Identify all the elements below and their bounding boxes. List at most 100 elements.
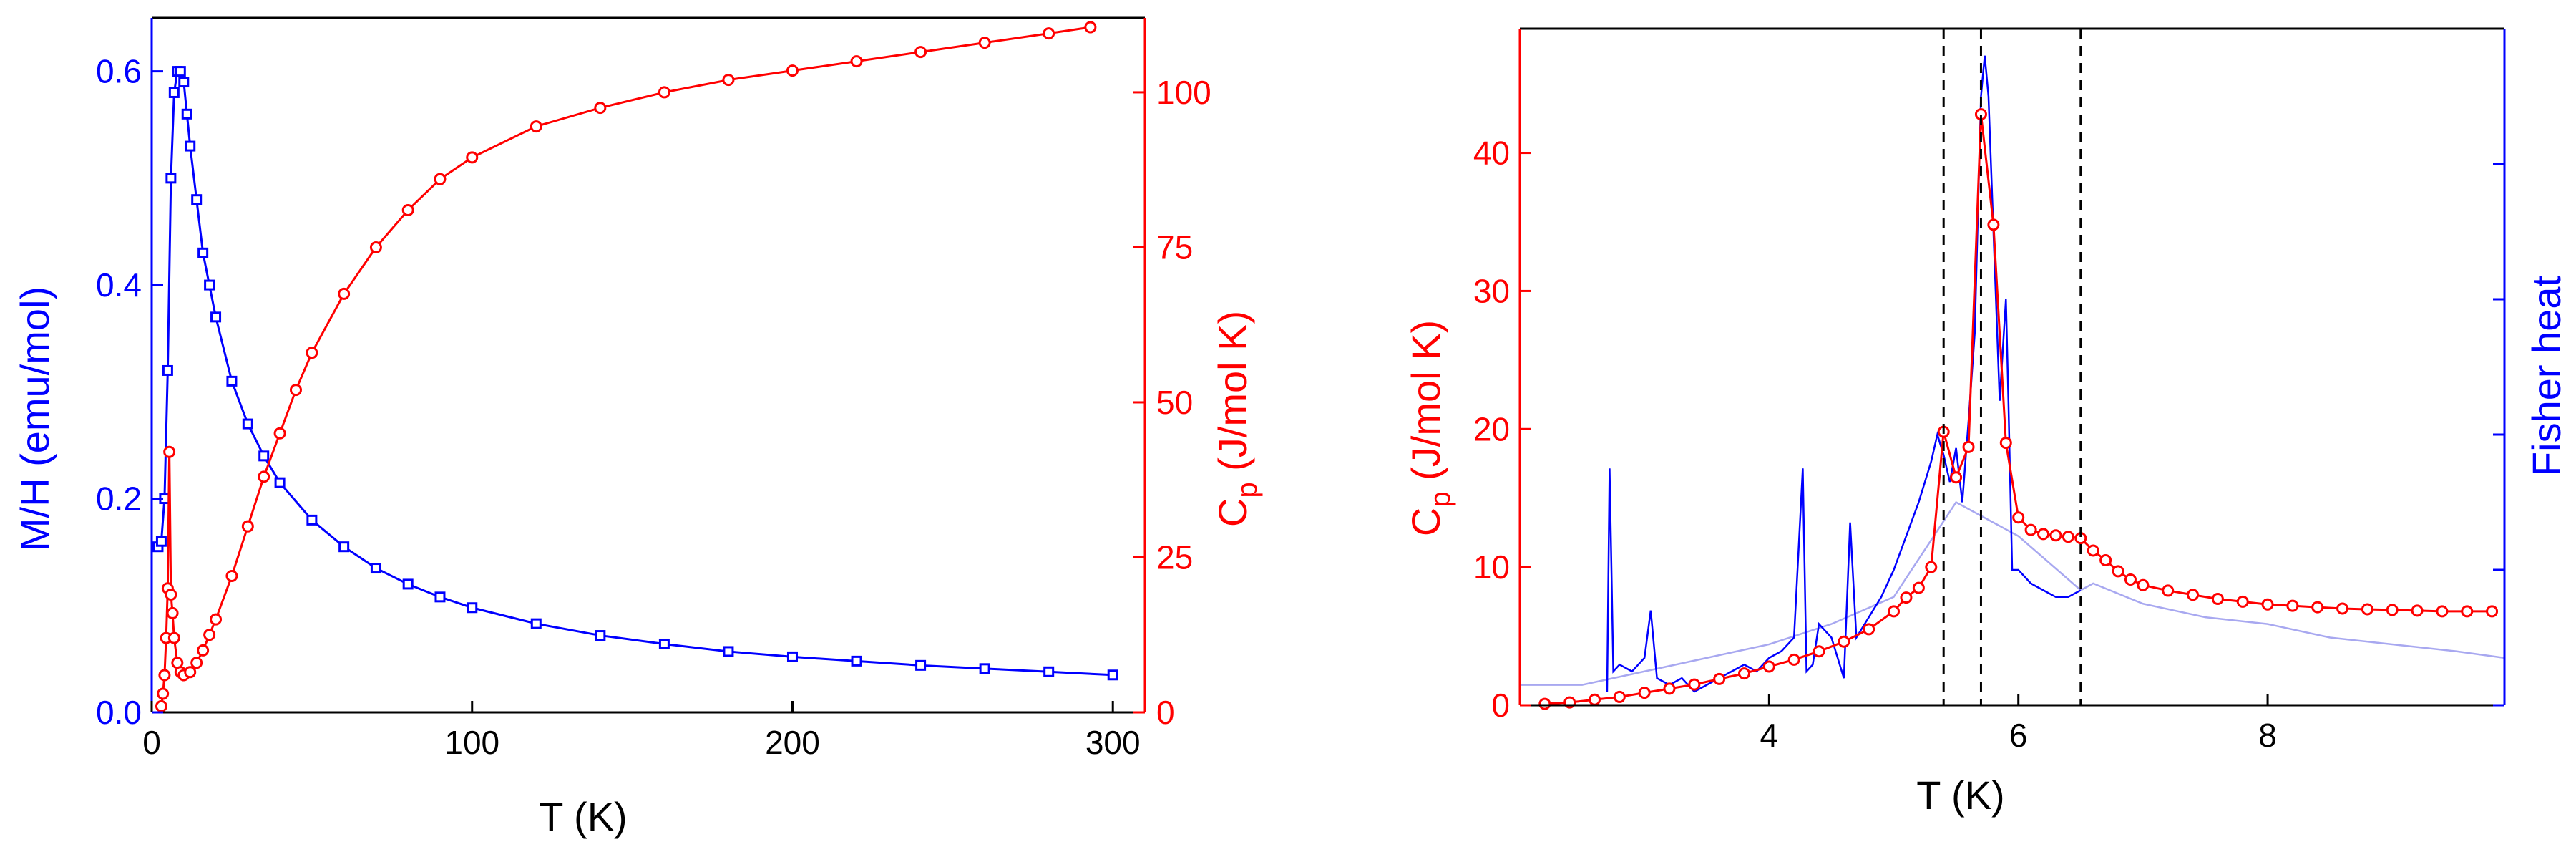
right-chart-heat-capacity-point — [1688, 678, 1701, 691]
left-chart-magnetization-point — [1107, 669, 1118, 681]
left-chart-heat-capacity-point — [258, 470, 270, 483]
left-chart-heat-capacity-point — [466, 151, 479, 164]
left-chart-x-tick-label: 300 — [1085, 724, 1141, 761]
left-chart-magnetization-point — [197, 247, 209, 258]
left-chart-right-y-tick-label: 100 — [1156, 74, 1211, 111]
left-chart-magnetization-point — [338, 541, 350, 553]
right-chart-heat-capacity-point — [2386, 604, 2399, 616]
right-chart-heat-capacity-point — [2461, 605, 2474, 618]
left-chart-heat-capacity-point — [155, 699, 167, 712]
left-chart-x-axis-title: T (K) — [539, 794, 627, 839]
right-chart-heat-capacity-point — [2361, 603, 2373, 616]
right-chart-ticks: 4 6 8 0 10 20 30 40 — [1473, 135, 2504, 754]
right-chart-heat-capacity-point — [1962, 440, 1975, 453]
left-chart-right-axis-title-main: C — [1210, 498, 1255, 527]
left-chart-magnetization-point — [851, 655, 862, 667]
left-chart-heat-capacity-point — [241, 520, 254, 533]
left-chart-heat-capacity-point — [197, 644, 210, 657]
left-chart-heat-capacity-point — [850, 55, 863, 68]
left-chart-right-y-tick-label: 25 — [1156, 538, 1193, 576]
left-chart-heat-capacity-point — [225, 569, 238, 582]
left-chart-series-line-0 — [157, 70, 1113, 677]
left-chart-left-y-tick-label: 0.2 — [96, 480, 142, 518]
right-chart-axes — [1518, 27, 2506, 707]
right-chart-heat-capacity-point — [1638, 687, 1651, 699]
left-chart-heat-capacity-point — [594, 102, 607, 115]
left-chart-axes — [150, 16, 1146, 714]
right-chart-x-tick-label: 6 — [2009, 717, 2028, 754]
left-chart-magnetization-point — [204, 279, 215, 291]
left-chart-magnetization-point — [191, 194, 203, 205]
left-chart-right-axis-title-rest: (J/mol K) — [1210, 311, 1255, 483]
right-chart-left-y-tick-label: 20 — [1473, 410, 1510, 447]
right-chart-heat-capacity-point — [2261, 598, 2274, 611]
right-chart-heat-capacity-point — [2024, 523, 2037, 536]
right-chart-heat-capacity-point — [1950, 471, 1963, 484]
left-chart-magnetization-point — [242, 418, 253, 430]
left-chart-magnetization-point — [467, 602, 478, 614]
right-chart-series-line-0 — [1544, 114, 2492, 705]
right-chart-heat-capacity-point — [2486, 605, 2499, 618]
left-chart-magnetization-point — [226, 375, 238, 387]
right-chart-heat-capacity-point — [1762, 660, 1775, 673]
left-chart-magnetization-point — [370, 563, 381, 574]
right-chart-heat-capacity-point — [2037, 528, 2050, 541]
right-chart-heat-capacity-point — [1987, 218, 2000, 231]
right-chart-heat-capacity-point — [2211, 593, 2224, 605]
left-chart-left-axis-title: M/H (emu/mol) — [12, 286, 57, 551]
left-chart-magnetization-point — [185, 140, 196, 152]
left-chart-heat-capacity-point — [163, 445, 176, 458]
left-chart: 0 100 200 300 0.0 0.2 0.4 0.6 0 25 50 75 100 T (K) M… — [12, 16, 1263, 839]
left-chart-heat-capacity-point — [1084, 21, 1097, 34]
left-chart-magnetization-point — [434, 591, 446, 603]
right-chart-left-axis-title-rest: (J/mol K) — [1403, 320, 1448, 492]
left-chart-magnetization-point — [402, 578, 414, 590]
right-chart-heat-capacity-point — [1589, 693, 1601, 706]
right-chart-x-tick-label: 4 — [1760, 717, 1779, 754]
right-chart-heat-capacity-point — [1663, 682, 1676, 695]
right-chart-heat-capacity-point — [1912, 581, 1925, 594]
right-chart-heat-capacity-point — [1925, 561, 1938, 573]
left-chart-magnetization-point — [658, 638, 670, 649]
left-chart-heat-capacity-point — [203, 629, 216, 641]
left-chart-heat-capacity-point — [658, 86, 670, 99]
left-chart-magnetization-point — [786, 651, 798, 662]
left-chart-heat-capacity-point — [306, 347, 318, 359]
left-chart-left-y-tick-label: 0.4 — [96, 266, 142, 304]
right-chart-heat-capacity-point — [2187, 589, 2200, 601]
right-chart-heat-capacity-point — [1888, 605, 1901, 618]
left-chart-heat-capacity-point — [978, 37, 991, 49]
right-chart-heat-capacity-point — [2236, 595, 2249, 608]
right-chart-series-line-1 — [1606, 55, 2082, 693]
left-chart-right-y-tick-label: 0 — [1156, 694, 1175, 731]
right-chart-heat-capacity-point — [2411, 604, 2424, 617]
left-chart-magnetization-point — [530, 618, 542, 629]
left-chart-heat-capacity-point — [1043, 27, 1055, 40]
right-chart-heat-capacity-point — [2112, 565, 2124, 578]
right-chart-heat-capacity-point — [1538, 697, 1551, 710]
right-chart-heat-capacity-point — [2087, 544, 2099, 557]
right-chart-heat-capacity-point — [1738, 667, 1751, 680]
left-chart-magnetization-point — [306, 514, 318, 526]
left-chart-x-tick-label: 0 — [142, 724, 161, 761]
left-chart-left-y-tick-label: 0.6 — [96, 53, 142, 90]
left-chart-magnetization-point — [258, 450, 270, 462]
right-chart-left-y-tick-label: 0 — [1491, 687, 1510, 724]
right-chart: 4 6 8 0 10 20 30 40 T (K) Cp (J/mol K) Fisher h… — [1403, 27, 2569, 818]
left-chart-magnetization-point — [915, 659, 927, 671]
right-chart-left-axis-title: Cp (J/mol K) — [1403, 320, 1456, 536]
left-chart-heat-capacity-point — [167, 631, 180, 644]
right-chart-heat-capacity-point — [1900, 591, 1913, 604]
left-chart-heat-capacity-point — [166, 606, 179, 619]
left-chart-plot-area — [152, 21, 1118, 712]
right-chart-heat-capacity-point — [1787, 653, 1800, 666]
left-chart-heat-capacity-point — [786, 64, 799, 77]
right-chart-heat-capacity-point — [2286, 599, 2299, 612]
left-chart-left-y-tick-label: 0.0 — [96, 694, 142, 731]
left-chart-right-y-tick-label: 75 — [1156, 228, 1193, 266]
right-chart-heat-capacity-point — [2336, 602, 2349, 615]
left-chart-heat-capacity-point — [914, 46, 927, 59]
left-chart-magnetization-point — [181, 108, 192, 120]
right-chart-series-line-2 — [1520, 500, 2505, 686]
right-chart-right-axis-title: Fisher heat — [2524, 275, 2569, 476]
